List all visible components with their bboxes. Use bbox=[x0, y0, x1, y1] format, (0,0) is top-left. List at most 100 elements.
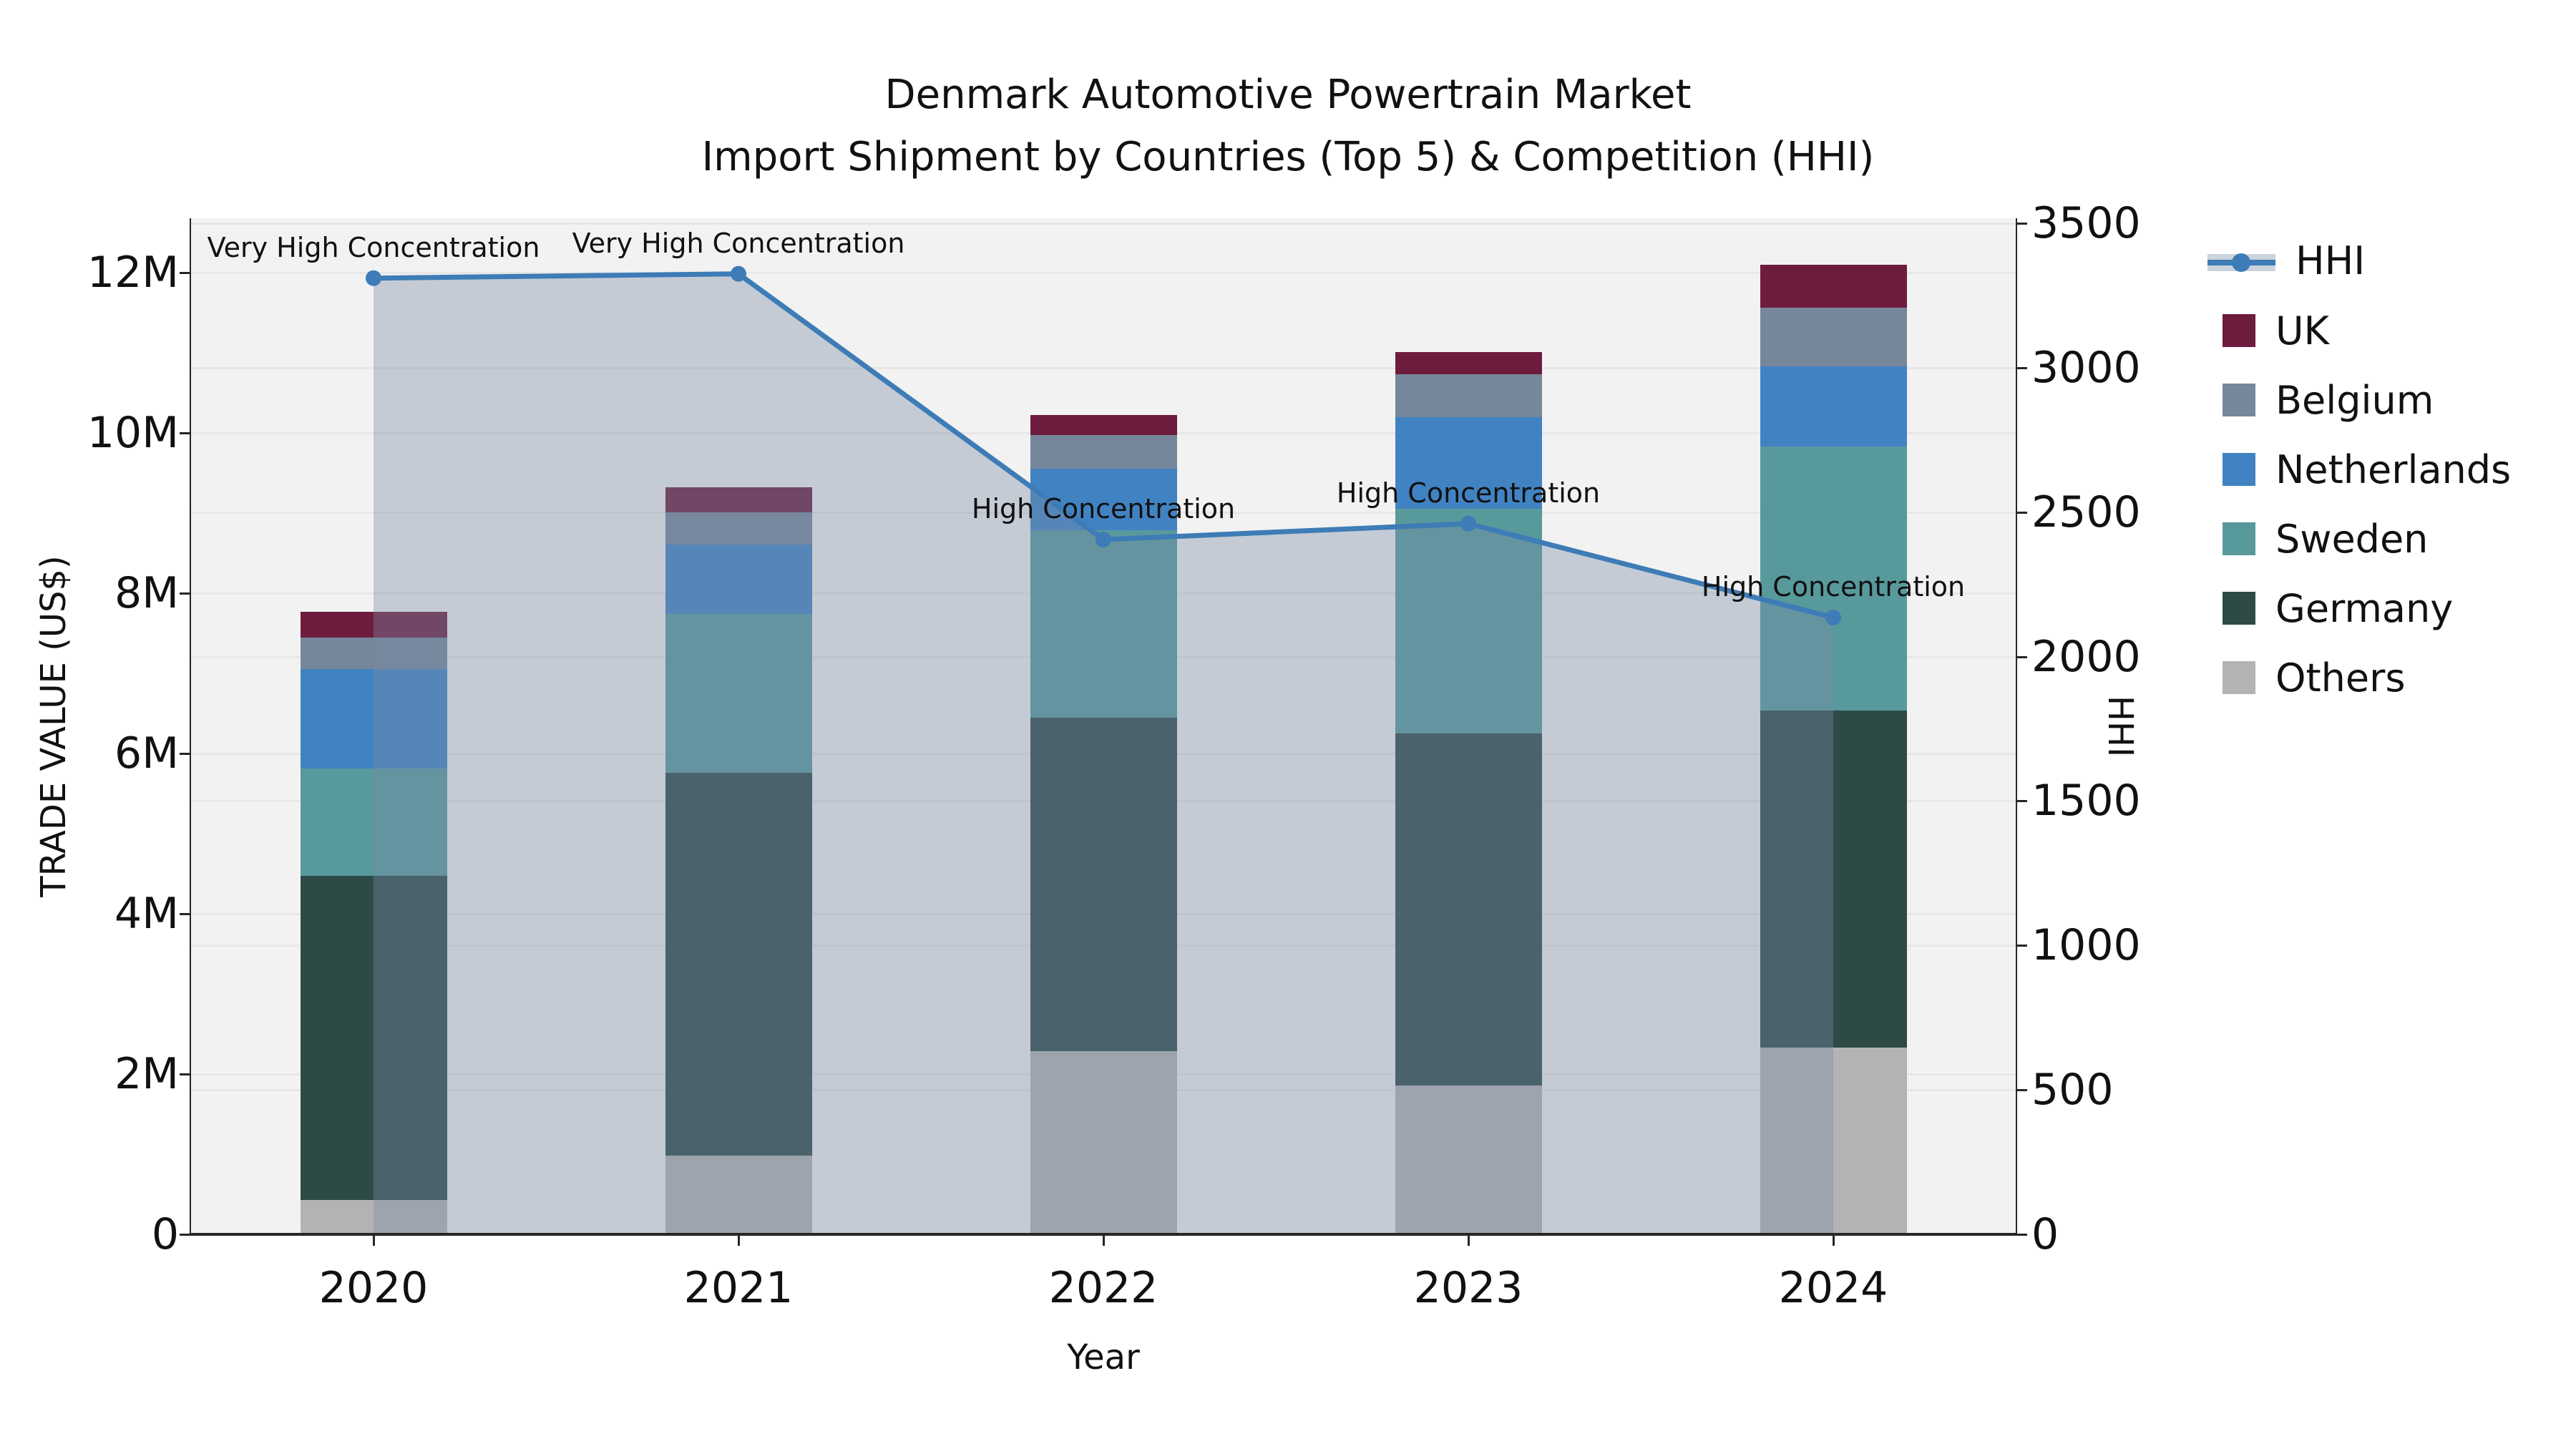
bar-segment-germany-2023 bbox=[1395, 733, 1542, 1085]
y-left-tick-4M: 4M bbox=[114, 889, 179, 939]
y-left-tick-12M: 12M bbox=[87, 248, 179, 298]
y-right-tick-1000: 1000 bbox=[2031, 920, 2141, 971]
x-axis-label: Year bbox=[1067, 1337, 1140, 1377]
y-left-tick-2M: 2M bbox=[114, 1049, 179, 1099]
y-left-tick-10M: 10M bbox=[87, 408, 179, 458]
x-tick-2022: 2022 bbox=[1048, 1263, 1158, 1313]
bar-segment-belgium-2024 bbox=[1760, 308, 1907, 367]
x-axis-tickmark bbox=[1833, 1236, 1835, 1246]
bar-segment-uk-2021 bbox=[665, 487, 812, 512]
bar-segment-others-2021 bbox=[665, 1156, 812, 1234]
y-axis-left-tickmark bbox=[180, 753, 190, 755]
y-axis-right-label: HHI bbox=[2100, 695, 2140, 758]
bar-segment-others-2022 bbox=[1030, 1050, 1177, 1234]
gridline-trade-value bbox=[191, 272, 2016, 274]
bar-segment-sweden-2020 bbox=[300, 769, 447, 877]
y-right-tick-3500: 3500 bbox=[2031, 198, 2141, 248]
y-right-tick-0: 0 bbox=[2031, 1209, 2059, 1259]
x-tick-2023: 2023 bbox=[1413, 1263, 1523, 1313]
legend-swatch-netherlands bbox=[2223, 453, 2255, 486]
legend-item-sweden: Sweden bbox=[2207, 516, 2429, 562]
legend-item-germany: Germany bbox=[2207, 586, 2453, 631]
bar-segment-uk-2020 bbox=[300, 611, 447, 638]
y-axis-right-tickmark bbox=[2017, 223, 2027, 225]
legend-label-netherlands: Netherlands bbox=[2275, 447, 2512, 492]
bar-segment-others-2024 bbox=[1760, 1048, 1907, 1234]
y-axis-left-tickmark bbox=[180, 592, 190, 595]
x-tick-2024: 2024 bbox=[1778, 1263, 1888, 1313]
x-axis-tickmark bbox=[1468, 1236, 1470, 1246]
hhi-marker-swatch bbox=[2232, 253, 2250, 272]
y-right-tick-3000: 3000 bbox=[2031, 342, 2141, 393]
legend-label-hhi: HHI bbox=[2296, 238, 2366, 283]
x-tick-2020: 2020 bbox=[318, 1263, 429, 1313]
y-axis-right-tickmark bbox=[2017, 366, 2027, 369]
hhi-legend-swatch bbox=[2207, 244, 2275, 277]
y-axis-left-tickmark bbox=[180, 432, 190, 434]
bar-segment-uk-2023 bbox=[1395, 351, 1542, 375]
legend-label-uk: UK bbox=[2275, 308, 2329, 353]
bar-segment-germany-2022 bbox=[1030, 717, 1177, 1051]
legend-label-belgium: Belgium bbox=[2275, 377, 2434, 423]
legend-swatch-others bbox=[2223, 661, 2255, 694]
bar-segment-others-2023 bbox=[1395, 1085, 1542, 1234]
gridline-hhi bbox=[191, 223, 2016, 225]
legend-item-uk: UK bbox=[2207, 308, 2329, 353]
annotation-2021: Very High Concentration bbox=[572, 227, 905, 259]
legend-swatch-belgium bbox=[2223, 384, 2255, 416]
legend-label-sweden: Sweden bbox=[2275, 516, 2429, 562]
y-axis-right-tickmark bbox=[2017, 511, 2027, 514]
y-axis-right-tickmark bbox=[2017, 1089, 2027, 1092]
legend-item-others: Others bbox=[2207, 655, 2406, 701]
y-left-tick-0: 0 bbox=[151, 1209, 179, 1259]
y-axis-right-tickmark bbox=[2017, 1234, 2027, 1236]
y-axis-left-spine bbox=[190, 218, 191, 1236]
hhi-marker-2021 bbox=[731, 265, 746, 282]
bar-segment-sweden-2021 bbox=[665, 614, 812, 773]
y-right-tick-2000: 2000 bbox=[2031, 631, 2141, 682]
x-axis-tickmark bbox=[373, 1236, 375, 1246]
x-axis-tickmark bbox=[1103, 1236, 1105, 1246]
y-right-tick-500: 500 bbox=[2031, 1065, 2114, 1116]
legend-item-belgium: Belgium bbox=[2207, 377, 2434, 423]
annotation-2023: High Concentration bbox=[1336, 477, 1601, 509]
y-right-tick-1500: 1500 bbox=[2031, 776, 2141, 826]
y-axis-right-tickmark bbox=[2017, 945, 2027, 947]
y-axis-left-tickmark bbox=[180, 913, 190, 915]
hhi-marker-2020 bbox=[366, 270, 381, 286]
legend-swatch-germany bbox=[2223, 592, 2255, 625]
bar-segment-netherlands-2022 bbox=[1030, 469, 1177, 530]
gridline-hhi bbox=[191, 366, 2016, 369]
legend-swatch-sweden bbox=[2223, 522, 2255, 555]
bar-segment-germany-2020 bbox=[300, 876, 447, 1200]
bar-segment-uk-2024 bbox=[1760, 264, 1907, 308]
hhi-marker-2022 bbox=[1096, 532, 1111, 548]
bar-segment-others-2020 bbox=[300, 1199, 447, 1234]
bar-segment-belgium-2023 bbox=[1395, 374, 1542, 417]
bar-segment-sweden-2023 bbox=[1395, 509, 1542, 733]
annotation-2022: High Concentration bbox=[971, 493, 1236, 525]
bar-segment-netherlands-2020 bbox=[300, 669, 447, 769]
hhi-area-fill bbox=[374, 273, 1833, 1234]
y-axis-left-label: TRADE VALUE (US$) bbox=[34, 555, 74, 897]
legend-swatch-uk bbox=[2223, 314, 2255, 347]
bar-segment-belgium-2020 bbox=[300, 637, 447, 670]
bar-segment-germany-2024 bbox=[1760, 710, 1907, 1048]
hhi-marker-2024 bbox=[1825, 610, 1841, 626]
y-axis-left-tickmark bbox=[180, 1234, 190, 1236]
legend-item-netherlands: Netherlands bbox=[2207, 447, 2512, 492]
y-axis-right-spine bbox=[2016, 218, 2017, 1236]
bar-segment-uk-2022 bbox=[1030, 415, 1177, 436]
bar-segment-sweden-2022 bbox=[1030, 530, 1177, 718]
hhi-marker-2023 bbox=[1460, 515, 1476, 532]
y-left-tick-6M: 6M bbox=[114, 728, 179, 779]
y-axis-right-tickmark bbox=[2017, 655, 2027, 658]
x-tick-2021: 2021 bbox=[683, 1263, 794, 1313]
legend-label-others: Others bbox=[2275, 655, 2406, 701]
annotation-2020: Very High Concentration bbox=[207, 231, 540, 263]
bar-segment-netherlands-2024 bbox=[1760, 366, 1907, 447]
chart-title-line2: Import Shipment by Countries (Top 5) & C… bbox=[701, 134, 1875, 180]
hhi-line-chart bbox=[366, 265, 1841, 1234]
y-axis-right-tickmark bbox=[2017, 800, 2027, 803]
